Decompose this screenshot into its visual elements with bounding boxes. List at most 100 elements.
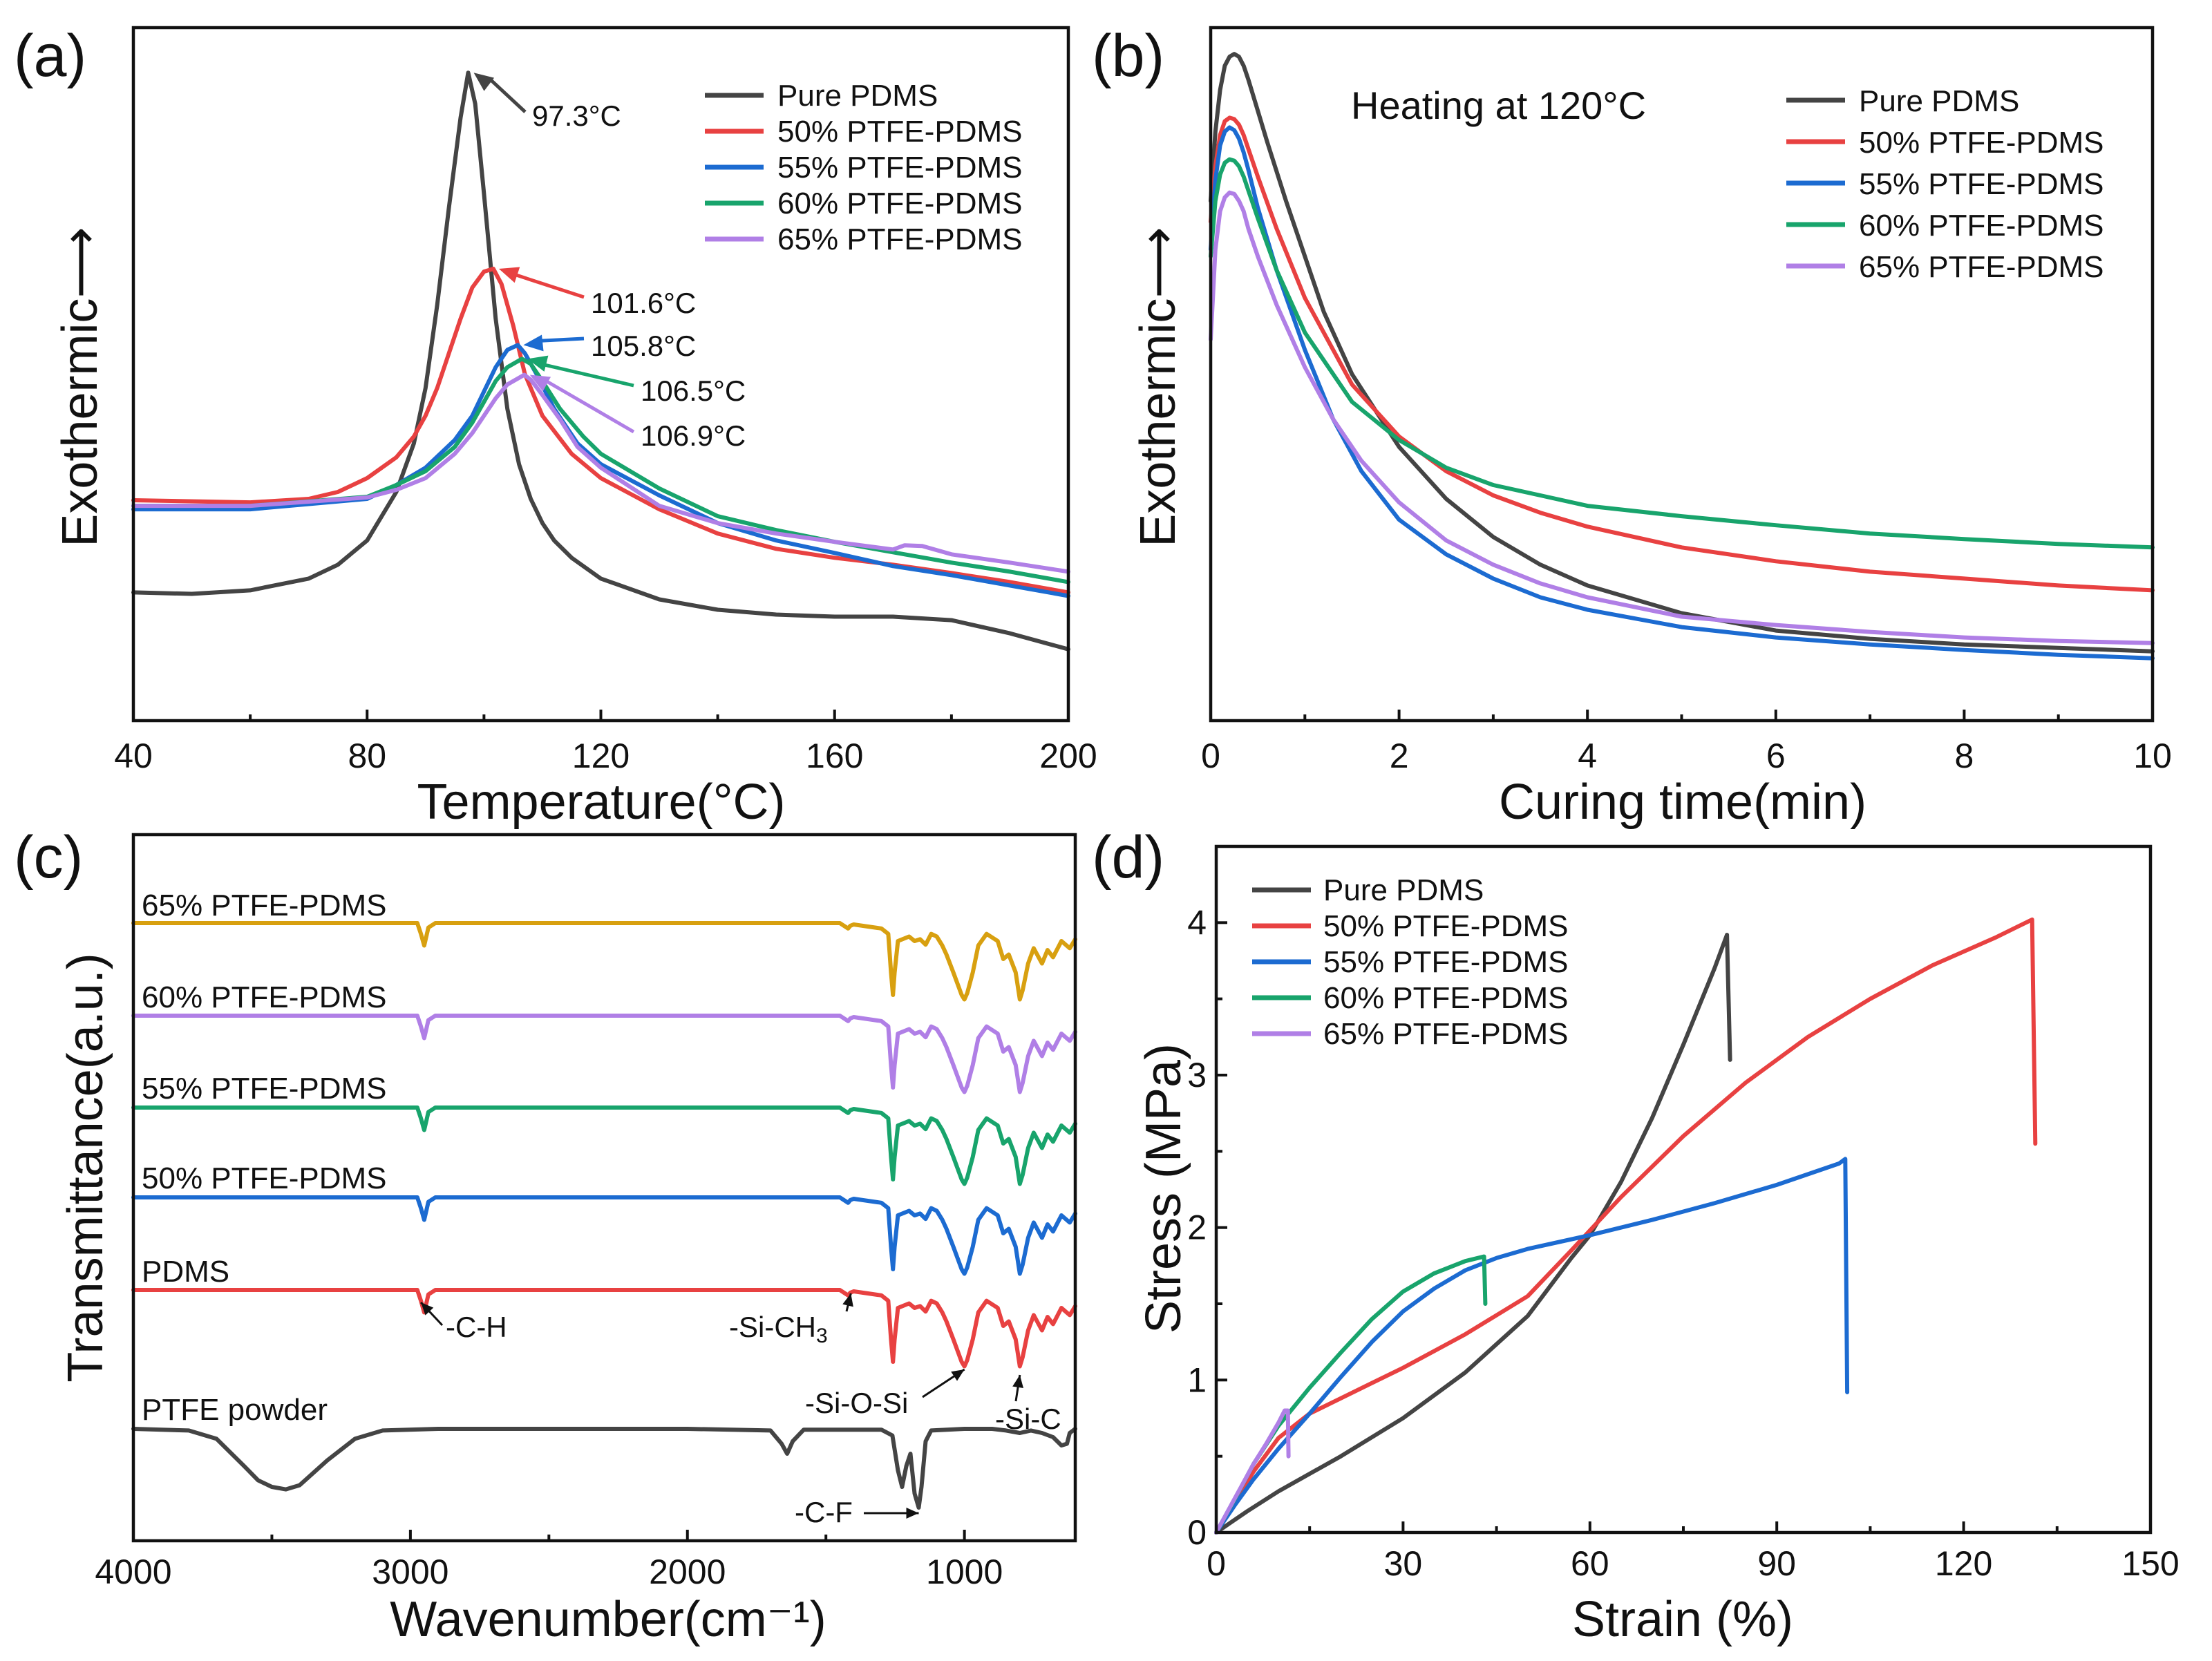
panel-c-annotation-arrowhead xyxy=(842,1293,853,1307)
panel-d-series-50-ptfe-pdms xyxy=(1214,917,2038,1535)
panel-d-label: (d) xyxy=(1092,824,1164,891)
panel-b-legend-label: 55% PTFE-PDMS xyxy=(1859,167,2104,201)
panel-d-xtick-label: 30 xyxy=(1384,1544,1423,1583)
panel-a-annotation-label: 97.3°C xyxy=(532,99,621,132)
panel-a: (a) 40 80 120 160 200 Temperature(°C) Exothe… xyxy=(14,23,1097,830)
panel-b-xtick-label: 8 xyxy=(1954,737,1974,775)
panel-a-annotation-label: 105.8°C xyxy=(591,330,696,362)
panel-a-xtick-label: 40 xyxy=(114,737,153,775)
panel-c-spectrum-65-ptfe-pdms xyxy=(131,921,1077,1002)
panel-b-plot-area xyxy=(1209,52,2155,661)
panel-d-legend-label: Pure PDMS xyxy=(1323,873,1484,907)
panel-c-annotation-label: -Si-C xyxy=(995,1403,1061,1435)
panel-d: (d) 0 30 60 90 120 150 0 1 2 3 4 Strain (%) Stress… xyxy=(1092,824,2180,1647)
panel-b-legend-label: Pure PDMS xyxy=(1859,84,2019,118)
panel-c-series-labels: 65% PTFE-PDMS 60% PTFE-PDMS 55% PTFE-PDMS 5… xyxy=(142,889,387,1427)
panel-a-xtick-label: 120 xyxy=(572,737,630,775)
panel-c-series-label: 65% PTFE-PDMS xyxy=(142,889,387,922)
panel-a-x-title: Temperature(°C) xyxy=(417,775,786,830)
panel-d-ytick-label: 4 xyxy=(1187,903,1207,942)
panel-d-series-pure-pdms xyxy=(1214,933,1732,1535)
panel-b-title: Heating at 120°C xyxy=(1351,84,1646,127)
panel-a-annotations: 97.3°C 101.6°C 105.8°C 106.5°C 106.9°C xyxy=(473,73,746,452)
panel-c-xtick-label: 3000 xyxy=(372,1553,448,1591)
panel-c-spectrum-55-ptfe-pdms xyxy=(131,1105,1077,1186)
panel-c-series-label: PDMS xyxy=(142,1255,229,1289)
panel-b-y-title: Exothermic⟶ xyxy=(1131,227,1186,547)
panel-d-xtick-label: 60 xyxy=(1571,1544,1609,1583)
panel-b: (b) 0 2 4 6 8 10 Curing time(min) Exothermic⟶… xyxy=(1092,23,2172,830)
panel-a-xtick-label: 200 xyxy=(1039,737,1097,775)
panel-a-annotation-arrowhead xyxy=(527,355,549,372)
panel-d-xtick-label: 90 xyxy=(1757,1544,1796,1583)
panel-a-y-title: Exothermic⟶ xyxy=(53,227,108,547)
panel-c-spectrum-50-ptfe-pdms xyxy=(131,1195,1077,1276)
panel-a-xtick-label: 160 xyxy=(806,737,863,775)
panel-a-series-pure-pdms xyxy=(131,70,1070,652)
panel-d-legend-label: 65% PTFE-PDMS xyxy=(1323,1017,1569,1051)
panel-a-plot-area xyxy=(131,70,1070,652)
panel-b-series-50-ptfe-pdms xyxy=(1209,115,2155,593)
panel-a-annotation-arrow xyxy=(542,362,634,388)
panel-a-series-65-ptfe-pdms xyxy=(131,372,1070,574)
panel-c-annotation-arrowhead xyxy=(951,1369,965,1381)
panel-a-annotation-arrowhead xyxy=(523,334,544,352)
panel-b-legend-label: 65% PTFE-PDMS xyxy=(1859,250,2104,284)
panel-d-xtick-label: 150 xyxy=(2121,1544,2179,1583)
panel-a-annotation-arrow xyxy=(538,336,585,343)
panel-b-legend-label: 60% PTFE-PDMS xyxy=(1859,209,2104,243)
panel-d-x-title: Strain (%) xyxy=(1572,1592,1793,1647)
panel-c-annotation-arrowhead xyxy=(421,1302,434,1316)
panel-b-xtick-label: 0 xyxy=(1201,737,1220,775)
panel-c-xtick-label: 4000 xyxy=(95,1553,171,1591)
panel-a-legend-label: 65% PTFE-PDMS xyxy=(777,222,1023,256)
panel-c-series-label: 55% PTFE-PDMS xyxy=(142,1072,387,1105)
panel-a-legend-label: 55% PTFE-PDMS xyxy=(777,151,1023,184)
panel-a-legend-label: Pure PDMS xyxy=(777,79,938,113)
panel-d-ytick-label: 1 xyxy=(1187,1360,1207,1399)
panel-d-xtick-label: 120 xyxy=(1935,1544,1992,1583)
panel-d-plot-area xyxy=(1214,917,2038,1535)
panel-c-frame xyxy=(131,833,1077,1543)
panel-d-legend-label: 60% PTFE-PDMS xyxy=(1323,981,1569,1015)
panel-c-annotation-label: -C-H xyxy=(446,1311,507,1343)
panel-a-annotation-arrowhead xyxy=(529,374,551,392)
panel-c-xtick-label: 1000 xyxy=(926,1553,1003,1591)
panel-d-ticks: 0 30 60 90 120 150 0 1 2 3 4 xyxy=(1187,903,2180,1583)
panel-c-spectrum-ptfe-powder xyxy=(131,1427,1077,1510)
panel-a-series-50-ptfe-pdms xyxy=(131,267,1070,595)
panel-b-series-pure-pdms xyxy=(1209,52,2155,654)
panel-b-x-title: Curing time(min) xyxy=(1499,775,1866,830)
panel-d-y-title: Stress (MPa) xyxy=(1136,1043,1191,1333)
panel-a-xtick-label: 80 xyxy=(348,737,386,775)
panel-c-annotation-label: -C-F xyxy=(795,1496,853,1528)
panel-b-x-ticks: 0 2 4 6 8 10 xyxy=(1201,710,2172,775)
panel-b-xtick-label: 4 xyxy=(1578,737,1597,775)
panel-d-ytick-label: 0 xyxy=(1187,1513,1207,1552)
panel-c-series-label: 50% PTFE-PDMS xyxy=(142,1161,387,1195)
panel-c-annotation-label: -Si-O-Si xyxy=(805,1387,908,1419)
panel-a-annotation-label: 101.6°C xyxy=(591,287,696,319)
panel-c-xtick-label: 2000 xyxy=(649,1553,726,1591)
panel-b-series-65-ptfe-pdms xyxy=(1209,190,2155,645)
panel-a-annotation-arrow xyxy=(544,379,635,434)
panel-b-legend-label: 50% PTFE-PDMS xyxy=(1859,126,2104,160)
panel-c-plot-area xyxy=(131,921,1077,1510)
panel-c-series-label: PTFE powder xyxy=(142,1393,328,1427)
panel-c-annotations: -C-H -Si-CH3 -Si-O-Si -Si-C -C-F xyxy=(420,1293,1061,1528)
panel-d-series-65-ptfe-pdms xyxy=(1214,1408,1291,1535)
panel-d-ytick-label: 3 xyxy=(1187,1056,1207,1094)
panel-d-series-55-ptfe-pdms xyxy=(1214,1157,1850,1535)
panel-a-annotation-label: 106.9°C xyxy=(641,419,746,452)
panel-d-ytick-label: 2 xyxy=(1187,1208,1207,1247)
panel-b-legend: Pure PDMS 50% PTFE-PDMS 55% PTFE-PDMS 60% P… xyxy=(1786,84,2104,284)
panel-a-legend-label: 60% PTFE-PDMS xyxy=(777,187,1023,220)
panel-a-annotation-arrowhead xyxy=(473,73,495,91)
panel-c-annotation-arrowhead xyxy=(1012,1375,1024,1389)
panel-b-series-55-ptfe-pdms xyxy=(1209,125,2155,661)
panel-c-label: (c) xyxy=(14,824,83,891)
panel-d-legend-label: 50% PTFE-PDMS xyxy=(1323,909,1569,943)
panel-a-annotation-arrow xyxy=(487,77,527,113)
